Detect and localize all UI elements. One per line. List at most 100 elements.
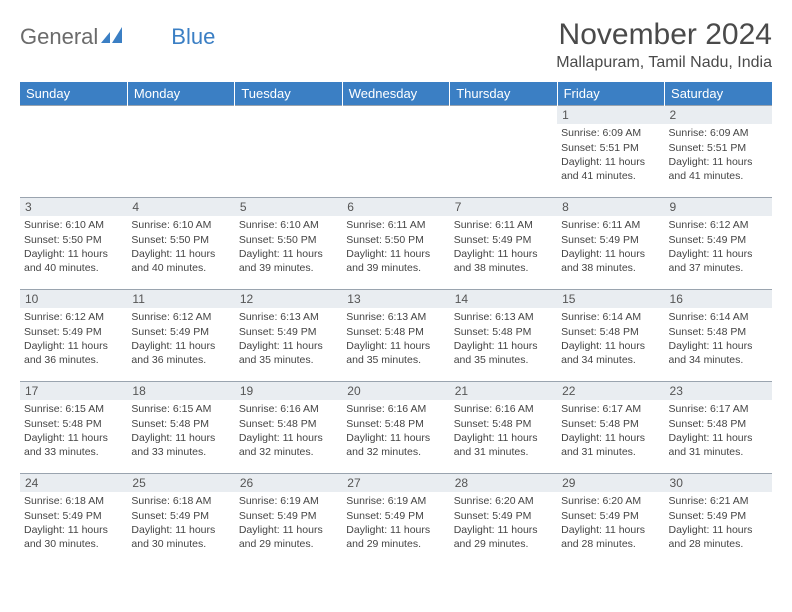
calendar-day-cell: 11Sunrise: 6:12 AMSunset: 5:49 PMDayligh… [127,290,234,382]
day-number: 28 [450,474,557,492]
calendar-day-cell: 16Sunrise: 6:14 AMSunset: 5:48 PMDayligh… [665,290,772,382]
weekday-header: Tuesday [235,82,342,106]
day-number: 4 [127,198,234,216]
day-number: 11 [127,290,234,308]
day-details: Sunrise: 6:10 AMSunset: 5:50 PMDaylight:… [235,216,342,277]
day-details: Sunrise: 6:11 AMSunset: 5:49 PMDaylight:… [557,216,664,277]
calendar-day-cell [235,106,342,198]
logo-sail-icon [101,24,123,50]
day-details: Sunrise: 6:09 AMSunset: 5:51 PMDaylight:… [665,124,772,185]
calendar-day-cell: 24Sunrise: 6:18 AMSunset: 5:49 PMDayligh… [20,474,127,566]
day-number: 30 [665,474,772,492]
day-number: 18 [127,382,234,400]
day-number: 14 [450,290,557,308]
day-details: Sunrise: 6:10 AMSunset: 5:50 PMDaylight:… [127,216,234,277]
calendar-week-row: 24Sunrise: 6:18 AMSunset: 5:49 PMDayligh… [20,474,772,566]
day-number: 15 [557,290,664,308]
day-details: Sunrise: 6:16 AMSunset: 5:48 PMDaylight:… [342,400,449,461]
day-details: Sunrise: 6:11 AMSunset: 5:49 PMDaylight:… [450,216,557,277]
calendar-week-row: 3Sunrise: 6:10 AMSunset: 5:50 PMDaylight… [20,198,772,290]
day-number: 13 [342,290,449,308]
day-details: Sunrise: 6:20 AMSunset: 5:49 PMDaylight:… [450,492,557,553]
day-number: 2 [665,106,772,124]
logo: General Blue [20,18,215,50]
calendar-day-cell: 7Sunrise: 6:11 AMSunset: 5:49 PMDaylight… [450,198,557,290]
day-details: Sunrise: 6:16 AMSunset: 5:48 PMDaylight:… [235,400,342,461]
day-number: 6 [342,198,449,216]
day-details: Sunrise: 6:18 AMSunset: 5:49 PMDaylight:… [127,492,234,553]
logo-text-2: Blue [171,24,215,50]
calendar-day-cell: 19Sunrise: 6:16 AMSunset: 5:48 PMDayligh… [235,382,342,474]
calendar-day-cell: 21Sunrise: 6:16 AMSunset: 5:48 PMDayligh… [450,382,557,474]
weekday-header: Thursday [450,82,557,106]
calendar-week-row: 1Sunrise: 6:09 AMSunset: 5:51 PMDaylight… [20,106,772,198]
calendar-day-cell: 5Sunrise: 6:10 AMSunset: 5:50 PMDaylight… [235,198,342,290]
day-number: 29 [557,474,664,492]
calendar-day-cell [342,106,449,198]
day-number: 17 [20,382,127,400]
month-title: November 2024 [556,18,772,52]
calendar-table: SundayMondayTuesdayWednesdayThursdayFrid… [20,82,772,566]
day-details: Sunrise: 6:17 AMSunset: 5:48 PMDaylight:… [665,400,772,461]
weekday-header: Monday [127,82,234,106]
calendar-day-cell: 3Sunrise: 6:10 AMSunset: 5:50 PMDaylight… [20,198,127,290]
day-details: Sunrise: 6:14 AMSunset: 5:48 PMDaylight:… [557,308,664,369]
day-number: 23 [665,382,772,400]
day-details: Sunrise: 6:19 AMSunset: 5:49 PMDaylight:… [342,492,449,553]
day-number: 22 [557,382,664,400]
calendar-day-cell: 22Sunrise: 6:17 AMSunset: 5:48 PMDayligh… [557,382,664,474]
calendar-day-cell: 6Sunrise: 6:11 AMSunset: 5:50 PMDaylight… [342,198,449,290]
calendar-day-cell: 25Sunrise: 6:18 AMSunset: 5:49 PMDayligh… [127,474,234,566]
day-number: 3 [20,198,127,216]
day-details: Sunrise: 6:09 AMSunset: 5:51 PMDaylight:… [557,124,664,185]
calendar-day-cell: 10Sunrise: 6:12 AMSunset: 5:49 PMDayligh… [20,290,127,382]
day-details: Sunrise: 6:10 AMSunset: 5:50 PMDaylight:… [20,216,127,277]
calendar-week-row: 17Sunrise: 6:15 AMSunset: 5:48 PMDayligh… [20,382,772,474]
day-details: Sunrise: 6:12 AMSunset: 5:49 PMDaylight:… [665,216,772,277]
calendar-day-cell: 28Sunrise: 6:20 AMSunset: 5:49 PMDayligh… [450,474,557,566]
logo-text-1: General [20,24,98,50]
calendar-day-cell: 8Sunrise: 6:11 AMSunset: 5:49 PMDaylight… [557,198,664,290]
calendar-day-cell: 13Sunrise: 6:13 AMSunset: 5:48 PMDayligh… [342,290,449,382]
day-details: Sunrise: 6:15 AMSunset: 5:48 PMDaylight:… [127,400,234,461]
day-number: 16 [665,290,772,308]
day-number: 26 [235,474,342,492]
calendar-day-cell: 27Sunrise: 6:19 AMSunset: 5:49 PMDayligh… [342,474,449,566]
calendar-day-cell [20,106,127,198]
day-details: Sunrise: 6:17 AMSunset: 5:48 PMDaylight:… [557,400,664,461]
day-number: 8 [557,198,664,216]
day-details: Sunrise: 6:15 AMSunset: 5:48 PMDaylight:… [20,400,127,461]
day-number: 7 [450,198,557,216]
calendar-day-cell [127,106,234,198]
day-details: Sunrise: 6:12 AMSunset: 5:49 PMDaylight:… [127,308,234,369]
day-number: 19 [235,382,342,400]
location: Mallapuram, Tamil Nadu, India [556,54,772,72]
calendar-day-cell: 9Sunrise: 6:12 AMSunset: 5:49 PMDaylight… [665,198,772,290]
day-details: Sunrise: 6:20 AMSunset: 5:49 PMDaylight:… [557,492,664,553]
day-details: Sunrise: 6:13 AMSunset: 5:48 PMDaylight:… [450,308,557,369]
day-details: Sunrise: 6:13 AMSunset: 5:49 PMDaylight:… [235,308,342,369]
day-number: 1 [557,106,664,124]
day-number: 5 [235,198,342,216]
day-details: Sunrise: 6:18 AMSunset: 5:49 PMDaylight:… [20,492,127,553]
calendar-day-cell: 17Sunrise: 6:15 AMSunset: 5:48 PMDayligh… [20,382,127,474]
calendar-day-cell: 23Sunrise: 6:17 AMSunset: 5:48 PMDayligh… [665,382,772,474]
calendar-day-cell: 20Sunrise: 6:16 AMSunset: 5:48 PMDayligh… [342,382,449,474]
day-details: Sunrise: 6:14 AMSunset: 5:48 PMDaylight:… [665,308,772,369]
calendar-day-cell: 2Sunrise: 6:09 AMSunset: 5:51 PMDaylight… [665,106,772,198]
calendar-day-cell: 26Sunrise: 6:19 AMSunset: 5:49 PMDayligh… [235,474,342,566]
calendar-day-cell: 29Sunrise: 6:20 AMSunset: 5:49 PMDayligh… [557,474,664,566]
day-number: 27 [342,474,449,492]
day-details: Sunrise: 6:21 AMSunset: 5:49 PMDaylight:… [665,492,772,553]
calendar-header-row: SundayMondayTuesdayWednesdayThursdayFrid… [20,82,772,106]
weekday-header: Wednesday [342,82,449,106]
day-details: Sunrise: 6:12 AMSunset: 5:49 PMDaylight:… [20,308,127,369]
weekday-header: Saturday [665,82,772,106]
calendar-day-cell: 1Sunrise: 6:09 AMSunset: 5:51 PMDaylight… [557,106,664,198]
calendar-day-cell: 18Sunrise: 6:15 AMSunset: 5:48 PMDayligh… [127,382,234,474]
calendar-day-cell: 12Sunrise: 6:13 AMSunset: 5:49 PMDayligh… [235,290,342,382]
calendar-day-cell: 15Sunrise: 6:14 AMSunset: 5:48 PMDayligh… [557,290,664,382]
day-details: Sunrise: 6:11 AMSunset: 5:50 PMDaylight:… [342,216,449,277]
day-number: 20 [342,382,449,400]
day-number: 10 [20,290,127,308]
